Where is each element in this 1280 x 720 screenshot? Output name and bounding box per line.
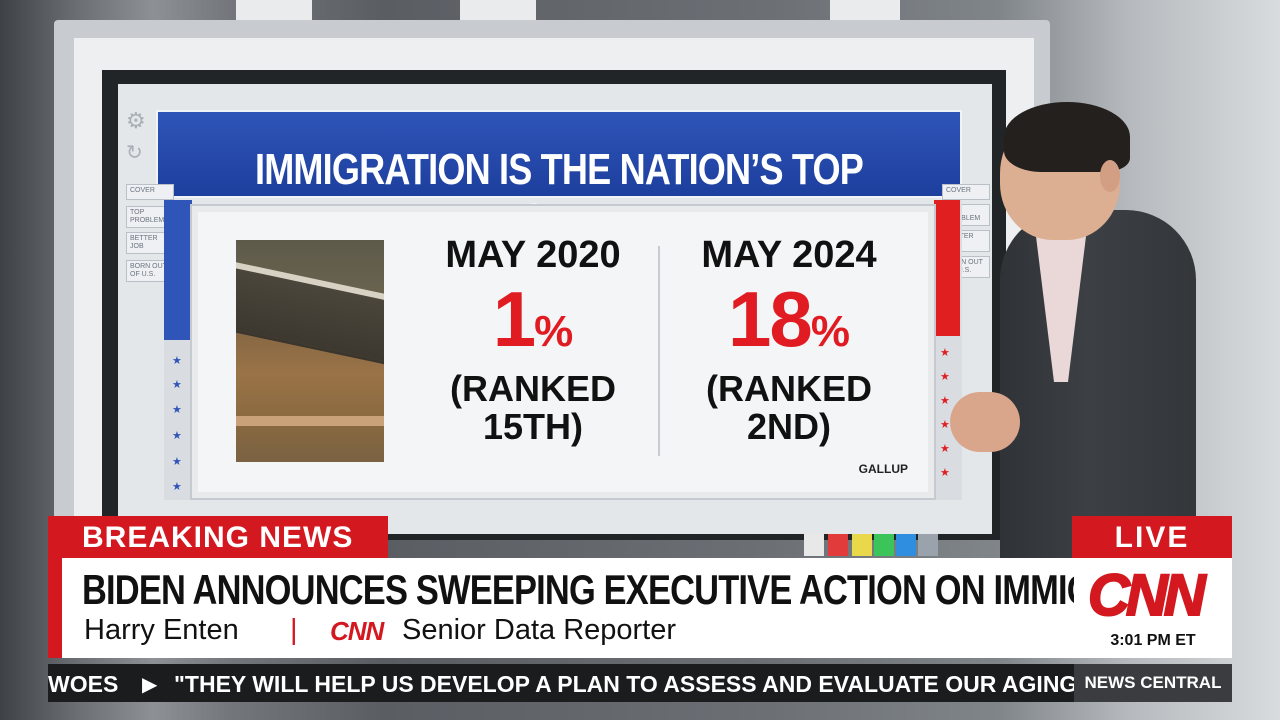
lower-third-accent bbox=[48, 558, 62, 658]
stat-rank-line2: 15TH) bbox=[482, 406, 584, 447]
nav-cover-left[interactable]: COVER bbox=[126, 184, 174, 200]
network-bug-panel bbox=[1074, 558, 1232, 658]
nav-cover-right[interactable]: COVER bbox=[942, 184, 990, 200]
cnn-logo: CNN bbox=[1087, 563, 1207, 628]
color-swatch-green[interactable] bbox=[874, 534, 894, 556]
lower-third-headline: BIDEN ANNOUNCES SWEEPING EXECUTIVE ACTIO… bbox=[82, 566, 1218, 613]
reporter-name: Harry Enten bbox=[84, 614, 239, 646]
color-swatch-blue[interactable] bbox=[896, 534, 916, 556]
star-icon: ★ bbox=[172, 456, 182, 468]
dirt-road bbox=[236, 416, 384, 426]
stat-rank: (RANKED 15TH) bbox=[408, 370, 658, 446]
stat-rank-line1: (RANKED bbox=[706, 368, 872, 409]
program-name: NEWS CENTRAL bbox=[1074, 664, 1232, 702]
color-swatch-gray[interactable] bbox=[918, 534, 938, 556]
star-icon: ★ bbox=[172, 379, 182, 391]
star-icon: ★ bbox=[172, 430, 182, 442]
nav-born-out-left[interactable]: BORN OUT OF U.S. bbox=[126, 260, 174, 282]
reporter-hands bbox=[950, 392, 1020, 452]
star-icon: ★ bbox=[940, 443, 950, 455]
ticker-text: "THEY WILL HELP US DEVELOP A PLAN TO ASS… bbox=[174, 671, 1074, 697]
star-icon: ★ bbox=[940, 371, 950, 383]
breaking-news-tag: BREAKING NEWS bbox=[48, 516, 388, 560]
stat-percent: 1% bbox=[408, 274, 658, 365]
stat-percent: 18% bbox=[664, 274, 914, 365]
reporter-ear bbox=[1100, 160, 1120, 192]
red-accent-bar bbox=[934, 200, 960, 336]
border-wall-photo bbox=[236, 240, 384, 462]
headline-banner: IMMIGRATION IS THE NATION’S TOP PROBLEM bbox=[156, 110, 962, 244]
nav-better-job-left[interactable]: BETTER JOB bbox=[126, 232, 174, 254]
stat-divider bbox=[658, 246, 660, 456]
reporter-suit bbox=[1000, 210, 1196, 570]
star-icon: ★ bbox=[940, 419, 950, 431]
star-icon: ★ bbox=[172, 404, 182, 416]
reporter-title: Senior Data Reporter bbox=[402, 614, 677, 646]
source-label: GALLUP bbox=[858, 462, 908, 476]
refresh-icon[interactable]: ↻ bbox=[126, 142, 143, 164]
color-swatch-red[interactable] bbox=[828, 534, 848, 556]
right-accent-column: ★ ★ ★ ★ ★ ★ bbox=[934, 200, 962, 500]
color-swatch-yellow[interactable] bbox=[852, 534, 872, 556]
cnn-logo-small: CNN bbox=[330, 616, 384, 646]
stat-value: 1 bbox=[492, 275, 536, 363]
news-ticker: WOES ▶ "THEY WILL HELP US DEVELOP A PLAN… bbox=[48, 664, 1074, 702]
name-separator: | bbox=[290, 614, 298, 646]
stat-period: MAY 2024 bbox=[701, 234, 877, 276]
color-swatch-white[interactable] bbox=[804, 534, 824, 556]
ticker-lead-text: WOES bbox=[48, 671, 119, 697]
lower-third-panel bbox=[48, 558, 1232, 658]
stat-rank-line2: 2ND) bbox=[746, 406, 831, 447]
stat-rank: (RANKED 2ND) bbox=[664, 370, 914, 446]
star-icon: ★ bbox=[940, 347, 950, 359]
stat-value: 18 bbox=[728, 275, 813, 363]
star-icon: ★ bbox=[940, 395, 950, 407]
star-icon: ★ bbox=[940, 467, 950, 479]
stat-card: MAY 2020 1% (RANKED 15TH) MAY 2024 18% (… bbox=[192, 206, 934, 498]
live-badge: LIVE bbox=[1072, 516, 1232, 560]
stat-period: MAY 2020 bbox=[445, 234, 621, 276]
gear-icon[interactable]: ⚙ bbox=[126, 108, 146, 133]
border-fence bbox=[236, 262, 384, 367]
broadcast-clock: 3:01 PM ET bbox=[1110, 632, 1196, 649]
play-arrow-icon: ▶ bbox=[142, 674, 158, 696]
stat-rank-line1: (RANKED bbox=[450, 368, 616, 409]
star-icon: ★ bbox=[172, 481, 182, 493]
left-accent-column: ★ ★ ★ ★ ★ ★ bbox=[164, 200, 192, 500]
blue-accent-bar bbox=[164, 200, 192, 340]
star-icon: ★ bbox=[172, 355, 182, 367]
stat-unit: % bbox=[534, 307, 574, 356]
stat-unit: % bbox=[810, 307, 850, 356]
